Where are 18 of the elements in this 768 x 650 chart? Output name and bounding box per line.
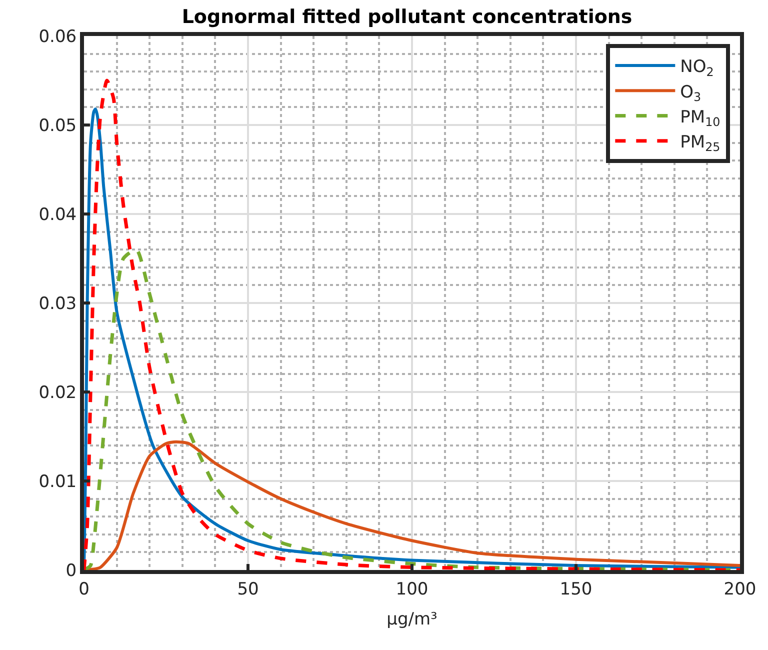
x-tick-label: 200: [724, 579, 756, 600]
y-tick-label: 0.03: [38, 294, 77, 314]
y-tick-label: 0.05: [38, 116, 77, 136]
x-tick-label: 0: [78, 579, 90, 600]
x-tick-label: 100: [396, 579, 428, 600]
y-tick-label: 0.06: [38, 26, 77, 47]
y-tick-label: 0.01: [38, 472, 77, 492]
y-tick-label: 0.04: [38, 204, 77, 225]
x-tick-label: 150: [560, 579, 592, 600]
legend-label: NO$_{2}$: [680, 57, 714, 79]
chart-title: Lognormal fitted pollutant concentrations: [182, 6, 632, 28]
x-tick-label: 50: [237, 579, 259, 600]
x-axis-title: μg/m³: [386, 609, 438, 630]
legend-label: PM$_{10}$: [680, 107, 720, 129]
legend-label: O$_{3}$: [680, 82, 702, 104]
y-tick-label: 0.02: [38, 382, 77, 403]
y-tick-label: 0: [66, 560, 77, 581]
legend-label: PM$_{25}$: [680, 132, 720, 154]
